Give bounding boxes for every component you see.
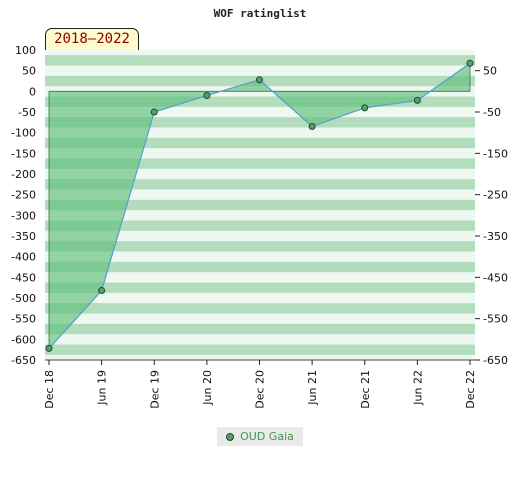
y-tick-label-left: -50 — [18, 106, 36, 119]
background-band — [45, 349, 475, 355]
y-tick-label-left: -550 — [11, 313, 36, 326]
y-tick-label-left: -100 — [11, 127, 36, 140]
y-tick-label-right: -50 — [483, 106, 501, 119]
background-band — [45, 137, 475, 143]
y-tick-label-left: -300 — [11, 209, 36, 222]
background-band — [45, 55, 475, 61]
background-band — [45, 287, 475, 293]
data-point — [466, 59, 474, 67]
y-tick-label-right: -450 — [483, 271, 508, 284]
background-band — [45, 143, 475, 149]
period-badge: 2018–2022 — [45, 28, 139, 50]
background-band — [45, 205, 475, 211]
y-tick-label-left: -400 — [11, 251, 36, 264]
y-tick-label-left: 0 — [29, 85, 36, 98]
y-tick-label-left: -450 — [11, 271, 36, 284]
x-tick-label: Dec 21 — [359, 370, 372, 409]
background-band — [45, 267, 475, 273]
data-point — [45, 344, 53, 352]
background-band — [45, 101, 475, 107]
background-band — [45, 163, 475, 169]
background-band — [45, 158, 475, 164]
background-band — [45, 60, 475, 66]
background-band — [45, 344, 475, 350]
y-tick-label-left: 50 — [22, 65, 36, 78]
background-band — [45, 96, 475, 102]
background-band — [45, 303, 475, 309]
background-band — [45, 261, 475, 267]
data-point — [98, 287, 106, 295]
background-band — [45, 117, 475, 123]
chart-title: WOF ratinglist — [214, 7, 307, 20]
y-tick-label-right: -150 — [483, 147, 508, 160]
background-band — [45, 246, 475, 252]
background-band — [45, 220, 475, 226]
y-tick-label-left: -650 — [11, 354, 36, 367]
y-tick-label-left: -250 — [11, 189, 36, 202]
data-point — [361, 104, 369, 112]
background-band — [45, 323, 475, 329]
y-tick-label-left: -500 — [11, 292, 36, 305]
axis-layer: 100 50 0 -50 -100 -150 -200 -250 -300 -350 -400 -45… — [11, 44, 508, 409]
background-band — [45, 122, 475, 128]
legend-marker-icon — [226, 432, 235, 441]
background-band — [45, 308, 475, 314]
y-tick-label-right: 50 — [483, 65, 497, 78]
x-tick-label: Dec 20 — [254, 370, 267, 409]
background-band — [45, 184, 475, 190]
y-tick-label-left: -200 — [11, 168, 36, 181]
y-tick-label-left: -150 — [11, 147, 36, 160]
data-point — [203, 91, 211, 99]
y-tick-label-right: -550 — [483, 313, 508, 326]
background-band — [45, 241, 475, 247]
background-band — [45, 199, 475, 205]
x-tick-label: Jun 19 — [96, 370, 109, 406]
data-point — [256, 76, 263, 84]
x-tick-label: Jun 20 — [201, 370, 214, 406]
legend[interactable]: OUD Gaia — [217, 427, 303, 446]
background-band — [45, 225, 475, 231]
x-tick-label: Jun 21 — [306, 370, 319, 406]
data-point — [308, 122, 316, 130]
y-tick-label-left: 100 — [15, 44, 36, 57]
x-tick-label: Dec 18 — [43, 370, 56, 409]
y-tick-label-right: -250 — [483, 189, 508, 202]
data-point — [150, 108, 158, 116]
y-tick-label-right: -350 — [483, 230, 508, 243]
legend-label: OUD Gaia — [240, 430, 294, 443]
x-tick-label: Dec 19 — [148, 370, 161, 409]
background-band — [45, 179, 475, 185]
x-tick-label: Dec 22 — [464, 370, 477, 409]
background-band — [45, 329, 475, 335]
y-tick-label-right: -650 — [483, 354, 508, 367]
points-layer — [45, 59, 474, 352]
x-tick-label: Jun 22 — [411, 370, 424, 406]
data-point — [413, 96, 421, 104]
background-band — [45, 282, 475, 288]
y-tick-label-left: -350 — [11, 230, 36, 243]
y-tick-label-left: -600 — [11, 333, 36, 346]
